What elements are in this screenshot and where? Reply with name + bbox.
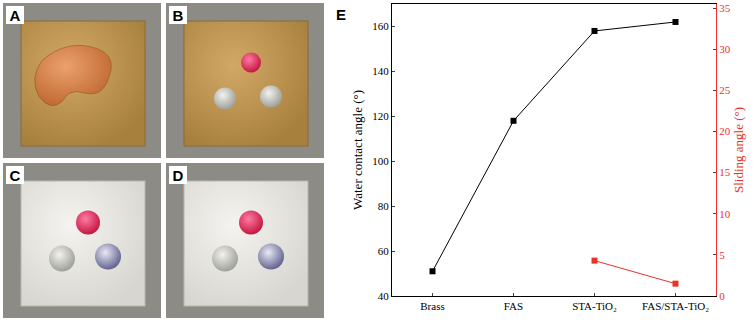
svg-text:30: 30 [719, 43, 731, 55]
svg-text:20: 20 [719, 125, 731, 137]
svg-text:STA-TiO₂: STA-TiO₂ [572, 300, 617, 312]
svg-text:E: E [336, 6, 346, 23]
svg-text:D: D [173, 167, 184, 184]
svg-text:Brass: Brass [420, 300, 444, 312]
svg-text:120: 120 [372, 110, 389, 122]
svg-text:Sliding angle (°): Sliding angle (°) [731, 107, 746, 193]
svg-text:0: 0 [719, 290, 725, 302]
svg-text:160: 160 [372, 20, 389, 32]
svg-text:Water contact angle (°): Water contact angle (°) [350, 90, 365, 210]
svg-text:FAS: FAS [504, 300, 523, 312]
svg-text:15: 15 [719, 166, 731, 178]
svg-text:A: A [10, 7, 21, 24]
svg-text:100: 100 [372, 155, 389, 167]
svg-text:80: 80 [378, 200, 390, 212]
svg-text:5: 5 [719, 249, 725, 261]
svg-text:10: 10 [719, 208, 731, 220]
svg-text:140: 140 [372, 65, 389, 77]
svg-text:C: C [10, 167, 21, 184]
svg-text:B: B [173, 7, 184, 24]
svg-text:60: 60 [378, 245, 390, 257]
svg-text:25: 25 [719, 84, 731, 96]
svg-text:35: 35 [719, 2, 731, 14]
svg-text:40: 40 [378, 290, 390, 302]
svg-text:FAS/STA-TiO₂: FAS/STA-TiO₂ [642, 300, 709, 312]
